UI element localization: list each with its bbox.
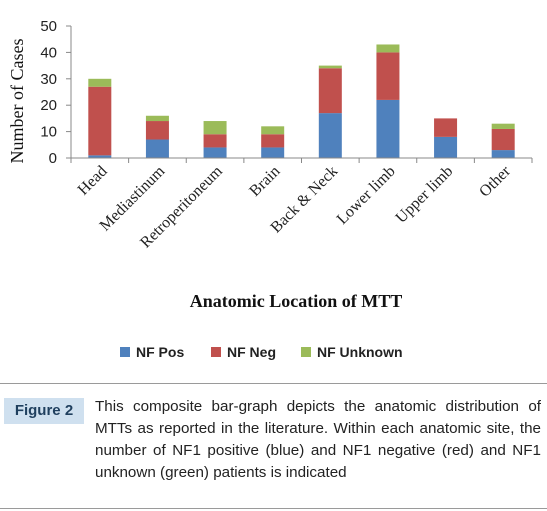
y-tick-label: 50: [40, 18, 57, 35]
bar-segment: [376, 44, 400, 53]
stacked-bar-chart: 0 10 20 30 40 50 HeadMediastinumRetroperitone…: [7, 18, 533, 360]
caption-bottom-divider: [0, 508, 547, 509]
bar-segment: [261, 126, 285, 135]
bar-segment: [88, 86, 112, 156]
legend-swatch: [211, 347, 221, 357]
bar-segment: [261, 134, 285, 148]
bar-segment: [145, 115, 169, 122]
caption-top-divider: [0, 383, 547, 384]
bar-segment: [261, 147, 285, 158]
bar-segment: [145, 121, 169, 140]
legend: NF Pos NF Neg NF Unknown: [120, 344, 403, 360]
y-tick-label: 0: [49, 150, 57, 167]
x-tick-label: Other: [476, 162, 514, 200]
bar-segment: [491, 123, 515, 129]
legend-label: NF Neg: [227, 344, 276, 360]
bar-segment: [203, 134, 227, 148]
bar-segment: [145, 139, 169, 158]
figure-caption: This composite bar-graph depicts the ana…: [95, 398, 541, 481]
y-tick-label: 30: [40, 71, 57, 88]
figure-label: Figure 2: [4, 398, 84, 424]
legend-swatch: [120, 347, 130, 357]
legend-swatch: [301, 347, 311, 357]
x-tick-label: Head: [75, 163, 111, 199]
bar-segment: [318, 65, 342, 69]
legend-label: NF Pos: [136, 344, 184, 360]
bar-segment: [491, 128, 515, 151]
y-tick-label: 40: [40, 44, 57, 61]
x-tick-label: Upper limb: [393, 163, 457, 227]
bar-segment: [203, 121, 227, 135]
bar-segment: [434, 136, 458, 158]
bar-segment: [376, 99, 400, 158]
bar-segment: [88, 155, 112, 158]
y-tick-label: 10: [40, 124, 57, 141]
x-tick-label: Brain: [246, 163, 283, 200]
bar-segment: [88, 78, 112, 87]
legend-label: NF Unknown: [317, 344, 403, 360]
bars: [88, 44, 515, 158]
bar-segment: [203, 147, 227, 158]
y-axis-title: Number of Cases: [7, 39, 27, 164]
x-axis-title: Anatomic Location of MTT: [190, 291, 402, 311]
bar-segment: [318, 68, 342, 114]
bar-segment: [491, 150, 515, 158]
bar-segment: [434, 118, 458, 137]
y-tick-label: 20: [40, 97, 57, 114]
x-tick-label: Lower limb: [334, 163, 399, 228]
bar-segment: [318, 113, 342, 158]
bar-segment: [376, 52, 400, 100]
y-axis: 0 10 20 30 40 50: [40, 18, 72, 167]
